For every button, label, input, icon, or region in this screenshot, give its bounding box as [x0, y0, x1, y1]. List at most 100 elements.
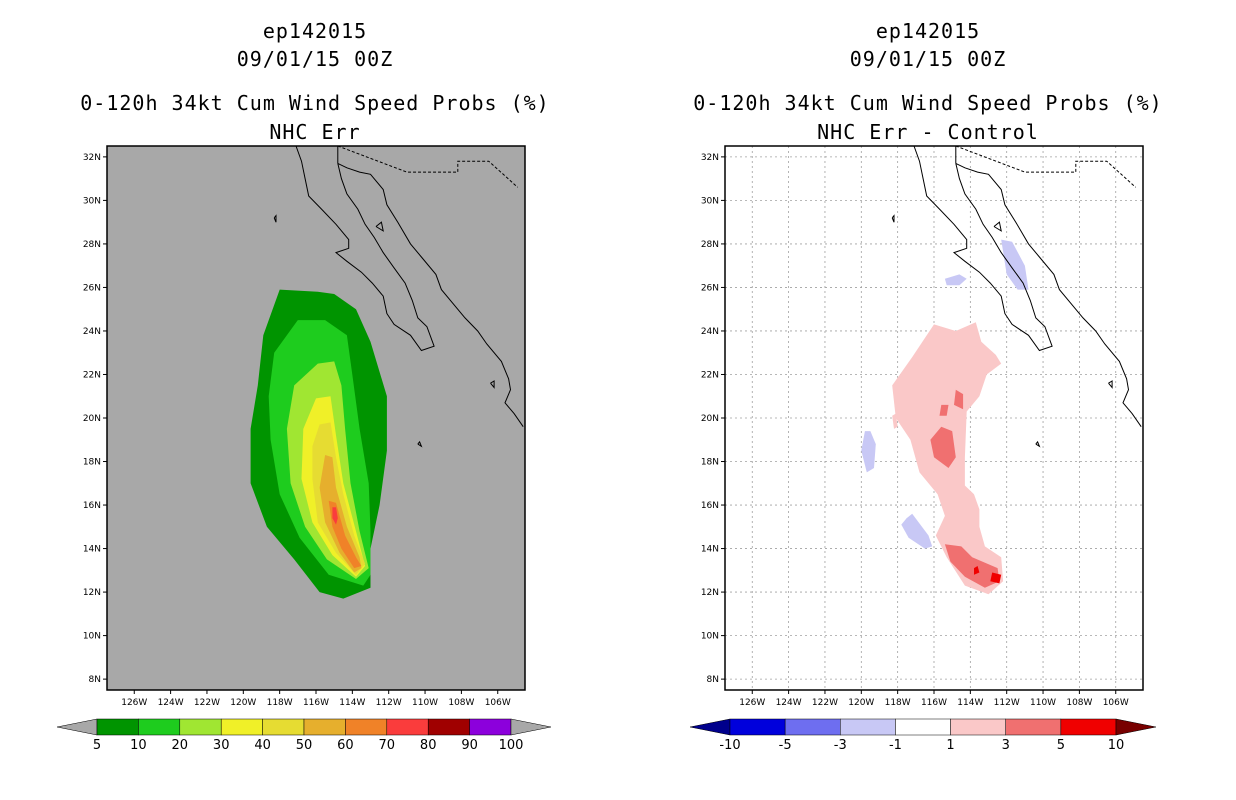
colorbar-swatch-5 [1005, 718, 1062, 736]
colorbar-swatch-6 [1060, 718, 1117, 736]
lon-tick-label-108W: 108W [1066, 698, 1092, 708]
colorbar-label-70: 70 [379, 738, 396, 753]
coastline [295, 146, 435, 352]
lon-tick-label-122W: 122W [194, 698, 220, 708]
colorbar-label-40: 40 [254, 738, 271, 753]
colorbar-label-10: 10 [130, 738, 147, 753]
contour-1-1 [892, 413, 898, 429]
lat-tick-label-16N: 16N [83, 501, 101, 511]
coastline [337, 162, 524, 427]
colorbar-swatch-0 [96, 718, 139, 736]
lon-tick-label-106W: 106W [1103, 698, 1129, 708]
colorbar-label-20: 20 [172, 738, 189, 753]
contour--3-11 [944, 274, 967, 286]
island [993, 221, 1002, 232]
panel-2-title: 0-120h 34kt Cum Wind Speed Probs (%) [693, 91, 1163, 115]
lat-tick-label-18N: 18N [83, 458, 101, 468]
lon-tick-label-116W: 116W [921, 698, 947, 708]
lon-tick-label-124W: 124W [158, 698, 184, 708]
lat-tick-label-14N: 14N [83, 545, 101, 555]
lon-tick-label-120W: 120W [230, 698, 256, 708]
panel-1-subtitle: NHC Err [269, 120, 361, 144]
lon-tick-label-118W: 118W [885, 698, 911, 708]
colorbar-label--1: -1 [889, 738, 902, 753]
lat-tick-label-32N: 32N [83, 153, 101, 163]
lon-tick-label-124W: 124W [776, 698, 802, 708]
coastline [955, 162, 1142, 427]
lat-tick-label-24N: 24N [701, 327, 719, 337]
panel-1-datetime: 09/01/15 00Z [236, 47, 394, 71]
lat-tick-label-26N: 26N [701, 283, 719, 293]
lon-tick-label-126W: 126W [739, 698, 765, 708]
colorbar-label-30: 30 [213, 738, 230, 753]
colorbar-label-5: 5 [1057, 738, 1065, 753]
lat-tick-label-30N: 30N [83, 196, 101, 206]
colorbar-label-5: 5 [93, 738, 101, 753]
lat-tick-label-30N: 30N [701, 196, 719, 206]
lat-tick-label-12N: 12N [83, 588, 101, 598]
lat-tick-label-16N: 16N [701, 501, 719, 511]
colorbar-label--5: -5 [779, 738, 792, 753]
colorbar-label--3: -3 [834, 738, 847, 753]
lat-tick-label-12N: 12N [701, 588, 719, 598]
colorbar-swatch-4 [262, 718, 305, 736]
colorbar-swatch-6 [345, 718, 388, 736]
colorbar-swatch-1 [784, 718, 841, 736]
contour--3-10 [1001, 239, 1029, 290]
panel-2-datetime: 09/01/15 00Z [849, 47, 1007, 71]
colorbar-swatch-1 [138, 718, 181, 736]
lon-tick-label-122W: 122W [812, 698, 838, 708]
island [1035, 440, 1041, 448]
coastline [296, 146, 339, 164]
map-panel-nhc-err: 126W 124W 122W 120W 118W 116W 114W 112W 110W 108W… [83, 145, 526, 708]
lat-tick-label-22N: 22N [83, 370, 101, 380]
panel-2-storm-id: ep142015 [875, 19, 981, 43]
panel-1-storm-id: ep142015 [262, 19, 368, 43]
colorbar-label--10: -10 [719, 738, 740, 753]
contour-3-5 [939, 404, 949, 416]
lon-tick-label-118W: 118W [267, 698, 293, 708]
contour-5-7 [974, 566, 980, 575]
colorbar-label-50: 50 [296, 738, 313, 753]
lat-tick-label-22N: 22N [701, 370, 719, 380]
contour-3-2 [944, 544, 1000, 588]
lon-tick-label-108W: 108W [448, 698, 474, 708]
island [375, 221, 384, 232]
border-line [337, 146, 519, 188]
colorbar-extend-high [510, 718, 552, 736]
lon-tick-label-116W: 116W [303, 698, 329, 708]
colorbar-extend-low [689, 718, 731, 736]
colorbar-label-1: 1 [946, 738, 954, 753]
map-panel-nhc-err-minus-control: 126W 124W 122W 120W 118W 116W 114W 112W 110W 108W… [701, 145, 1144, 708]
colorbar-swatch-2 [179, 718, 222, 736]
contour-70-7 [332, 507, 338, 525]
lat-tick-label-28N: 28N [83, 240, 101, 250]
contour-3-3 [930, 426, 956, 468]
lon-tick-label-112W: 112W [994, 698, 1020, 708]
colorbar-extend-high [1115, 718, 1157, 736]
colorbar-swatch-3 [895, 718, 951, 736]
island [1108, 380, 1113, 389]
colorbar-swatch-3 [220, 718, 263, 736]
lat-tick-label-20N: 20N [701, 414, 719, 424]
lat-tick-label-28N: 28N [701, 240, 719, 250]
colorbar-swatch-7 [386, 718, 429, 736]
lon-tick-label-106W: 106W [485, 698, 511, 708]
lat-tick-label-24N: 24N [83, 327, 101, 337]
island [490, 380, 495, 389]
colorbar-swatch-8 [427, 718, 470, 736]
contour-50-5 [319, 455, 362, 573]
colorbar-swatch-2 [840, 718, 896, 736]
panel-2-subtitle: NHC Err - Control [817, 120, 1039, 144]
colorbar-label-90: 90 [461, 738, 478, 753]
colorbar-swatch-0 [729, 718, 786, 736]
colorbar-label-100: 100 [499, 738, 524, 753]
coastline [913, 146, 1053, 352]
lon-tick-label-114W: 114W [339, 698, 365, 708]
island [891, 214, 895, 223]
lat-tick-label-18N: 18N [701, 458, 719, 468]
lat-tick-label-14N: 14N [701, 545, 719, 555]
lon-tick-label-110W: 110W [412, 698, 438, 708]
lon-tick-label-126W: 126W [121, 698, 147, 708]
